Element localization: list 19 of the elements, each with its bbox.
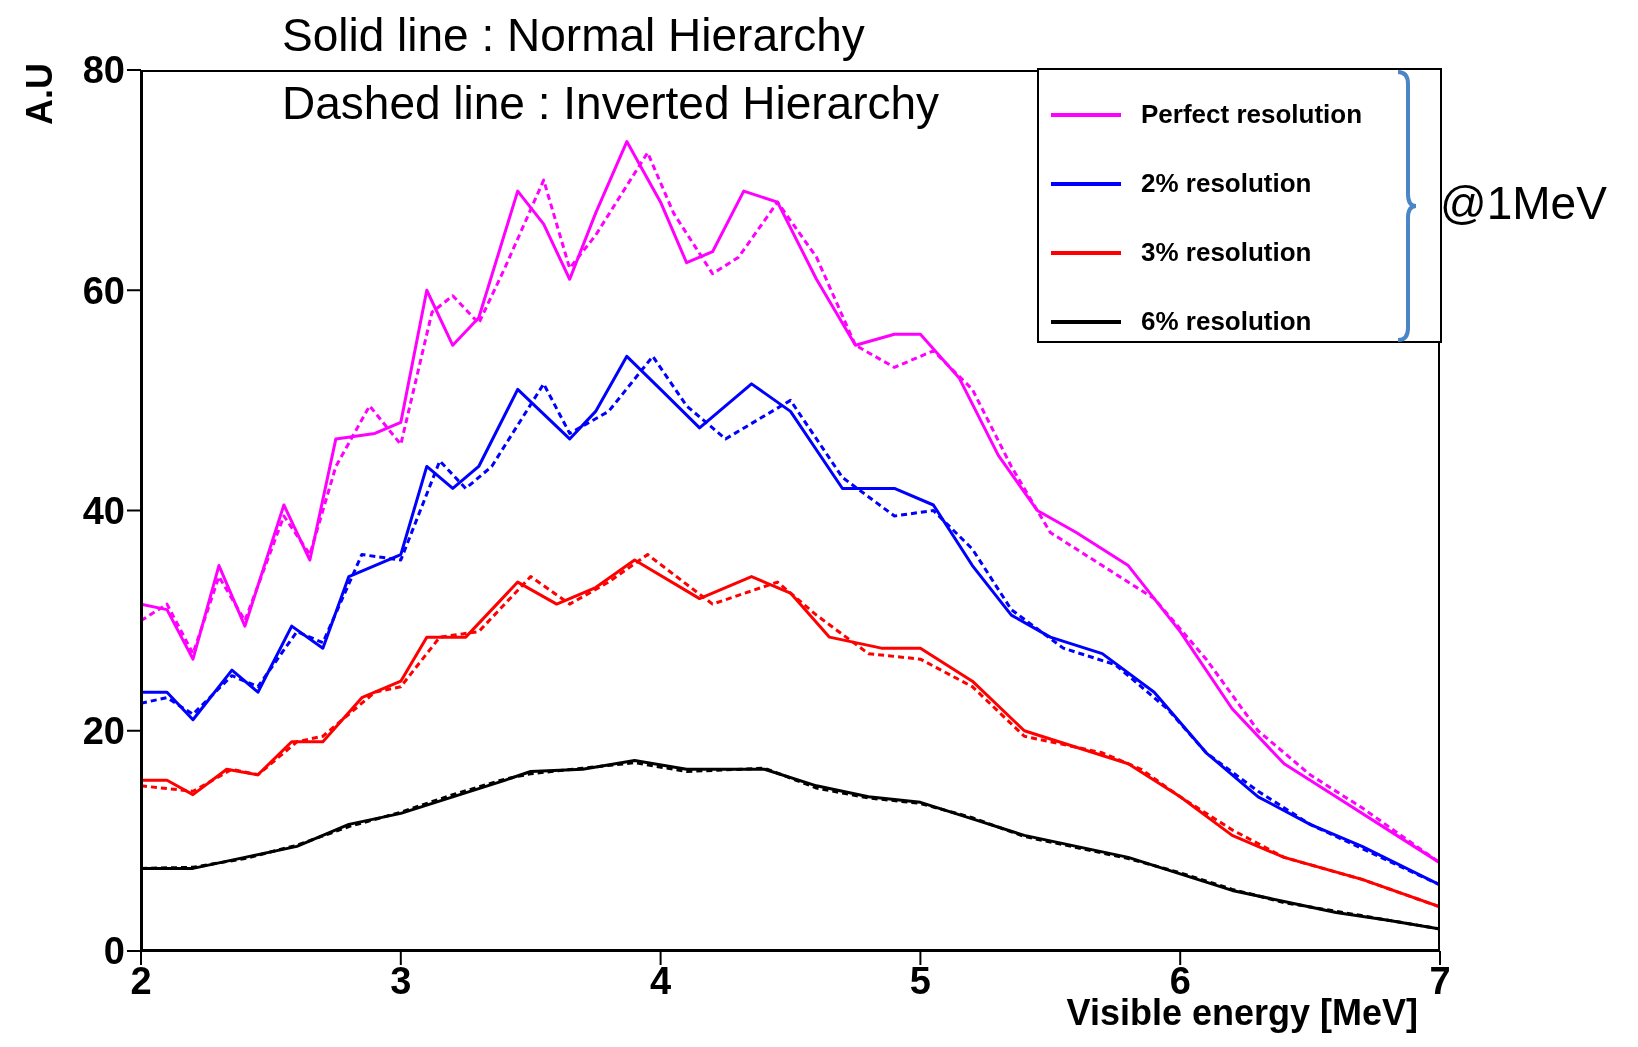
x-tick-label: 5: [909, 959, 931, 1002]
x-tick-label: 6: [1169, 959, 1191, 1002]
y-tick-label: 60: [82, 269, 125, 312]
y-tick-label: 0: [103, 930, 125, 973]
y-axis-title: A.U: [18, 63, 60, 125]
text: Solid line : Normal Hierarchy: [282, 8, 865, 62]
x-tick-label: 7: [1429, 959, 1451, 1002]
y-tick-label: 20: [82, 710, 125, 753]
annotation: Dashed line : Inverted Hierarchy: [282, 76, 940, 130]
legend-label: 6% resolution: [1141, 306, 1312, 337]
legend-label: Perfect resolution: [1141, 99, 1363, 130]
y-tick-label: 80: [82, 49, 125, 92]
x-tick-label: 4: [650, 959, 672, 1002]
x-tick-label: 3: [390, 959, 412, 1002]
legend-title: @1MeV: [1440, 176, 1607, 230]
legend-label: 2% resolution: [1141, 168, 1312, 199]
legend-label: 3% resolution: [1141, 237, 1312, 268]
x-tick-label: 2: [130, 959, 152, 1002]
y-tick-label: 40: [82, 489, 125, 532]
